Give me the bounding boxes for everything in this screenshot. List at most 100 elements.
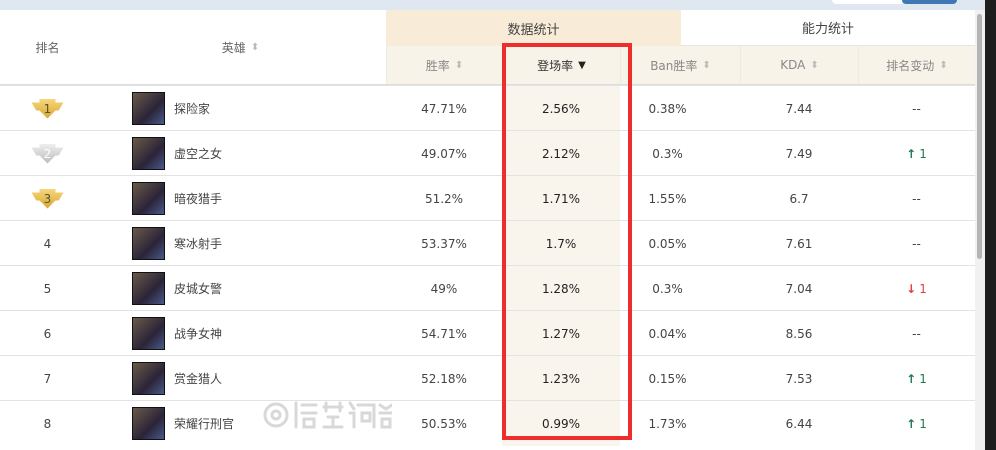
table-row[interactable]: 5 皮城女警 49% 1.28% 0.3% 7.04 ↓ 1 [0, 265, 975, 311]
ban-rate: 1.73% [648, 416, 687, 431]
search-button[interactable] [902, 0, 957, 4]
header-pick-rate[interactable]: 登场率 ▼ [502, 46, 620, 84]
hero-name[interactable]: 战争女神 [174, 327, 223, 341]
rank-number: 6 [43, 326, 52, 341]
ban-rate: 0.05% [648, 236, 687, 251]
scrollbar[interactable] [975, 10, 985, 450]
rank-change: -- [912, 191, 921, 206]
header-win-rate[interactable]: 胜率 ⬍ [386, 46, 502, 84]
tab-data-stats[interactable]: 数据统计 [386, 10, 681, 46]
rank-medal-icon: 2 [31, 143, 64, 164]
win-rate: 52.18% [421, 371, 467, 386]
arrow-up-icon: ↑ [906, 416, 917, 431]
pick-rate: 1.27% [541, 326, 581, 341]
header-ban-rate[interactable]: Ban胜率 ⬍ [620, 46, 740, 84]
kda: 7.61 [785, 236, 813, 251]
hero-name[interactable]: 虚空之女 [174, 147, 223, 161]
sort-updown-icon: ⬍ [939, 59, 948, 71]
win-rate: 53.37% [421, 236, 467, 251]
win-rate: 49% [430, 281, 458, 296]
watermark-logo [263, 401, 392, 429]
hero-avatar[interactable] [132, 137, 165, 170]
table-row[interactable]: 7 赏金猎人 52.18% 1.23% 0.15% 7.53 ↑ 1 [0, 355, 975, 401]
rank-medal-icon: 3 [31, 188, 64, 209]
rank-number: 3 [43, 191, 52, 206]
hero-avatar[interactable] [132, 362, 165, 395]
rank-number: 7 [43, 371, 52, 386]
table-row[interactable]: 6 战争女神 54.71% 1.27% 0.04% 8.56 -- [0, 310, 975, 356]
pick-rate: 0.99% [541, 416, 581, 431]
pick-rate: 1.71% [541, 191, 581, 206]
hero-avatar[interactable] [132, 227, 165, 260]
ban-rate: 0.15% [648, 371, 687, 386]
hero-avatar[interactable] [132, 317, 165, 350]
rank-change: 1 [919, 146, 927, 161]
rank-change: 1 [919, 371, 927, 386]
hero-avatar[interactable] [132, 182, 165, 215]
tab-ability-stats[interactable]: 能力统计 [681, 10, 975, 46]
search-input[interactable] [832, 0, 902, 4]
header-label: KDA [780, 58, 806, 72]
rank-change: 1 [919, 416, 927, 431]
table-row[interactable]: 1 探险家 47.71% 2.56% 0.38% 7.44 -- [0, 85, 975, 131]
hero-name[interactable]: 探险家 [174, 102, 211, 116]
header-kda[interactable]: KDA ⬍ [740, 46, 858, 84]
scrollbar-thumb[interactable] [977, 14, 982, 259]
table-row[interactable]: 4 寒冰射手 53.37% 1.7% 0.05% 7.61 -- [0, 220, 975, 266]
win-rate: 50.53% [421, 416, 467, 431]
ban-rate: 1.55% [648, 191, 687, 206]
highlight-column [502, 46, 620, 446]
rank-number: 5 [43, 281, 52, 296]
hero-avatar[interactable] [132, 92, 165, 125]
hero-name[interactable]: 暗夜猎手 [174, 192, 223, 206]
win-rate: 54.71% [421, 326, 467, 341]
header-label: Ban胜率 [650, 58, 698, 73]
pick-rate: 1.28% [541, 281, 581, 296]
header-label: 排名变动 [886, 58, 935, 73]
sort-updown-icon: ⬍ [810, 59, 819, 71]
rank-medal-icon: 1 [31, 98, 64, 119]
rank-number: 2 [43, 146, 52, 161]
rank-change: 1 [919, 281, 927, 296]
header-divider [0, 84, 975, 85]
sort-updown-icon: ⬍ [250, 41, 260, 53]
highlight-box [502, 43, 632, 440]
kda: 8.56 [785, 326, 813, 341]
sort-updown-icon: ⬍ [454, 59, 464, 71]
hero-avatar[interactable] [132, 272, 165, 305]
rank-number: 4 [43, 236, 52, 251]
kda: 7.49 [785, 146, 813, 161]
pick-rate: 2.12% [541, 146, 581, 161]
hero-name[interactable]: 皮城女警 [174, 282, 223, 296]
header-hero[interactable]: 英雄 ⬍ [95, 10, 386, 84]
hero-name[interactable]: 荣耀行刑官 [174, 417, 235, 431]
ban-rate: 0.3% [652, 281, 683, 296]
kda: 7.44 [785, 101, 813, 116]
arrow-up-icon: ↑ [906, 371, 917, 386]
table-row[interactable]: 3 暗夜猎手 51.2% 1.71% 1.55% 6.7 -- [0, 175, 975, 221]
hero-avatar[interactable] [132, 407, 165, 440]
top-bar [0, 0, 985, 10]
header-hero-label: 英雄 [221, 40, 246, 55]
kda: 6.7 [789, 191, 809, 206]
pick-rate: 2.56% [541, 101, 581, 116]
rank-change: -- [912, 101, 921, 116]
arrow-up-icon: ↑ [906, 146, 917, 161]
window-edge [985, 0, 996, 450]
rank-number: 1 [43, 101, 52, 116]
table-row[interactable]: 2 虚空之女 49.07% 2.12% 0.3% 7.49 ↑ 1 [0, 130, 975, 176]
header-label: 登场率 [537, 58, 574, 73]
caret-down-icon: ▼ [578, 59, 586, 71]
rank-number: 8 [43, 416, 52, 431]
pick-rate: 1.23% [541, 371, 581, 386]
hero-name[interactable]: 寒冰射手 [174, 237, 223, 251]
kda: 7.53 [785, 371, 813, 386]
ban-rate: 0.04% [648, 326, 687, 341]
sort-updown-icon: ⬍ [702, 59, 711, 71]
win-rate: 47.71% [421, 101, 467, 116]
table-row[interactable]: 8 荣耀行刑官 50.53% 0.99% 1.73% 6.44 ↑ 1 [0, 400, 975, 446]
ban-rate: 0.38% [648, 101, 687, 116]
rank-change: -- [912, 326, 921, 341]
hero-name[interactable]: 赏金猎人 [174, 372, 223, 386]
header-rank-change[interactable]: 排名变动 ⬍ [858, 46, 975, 84]
